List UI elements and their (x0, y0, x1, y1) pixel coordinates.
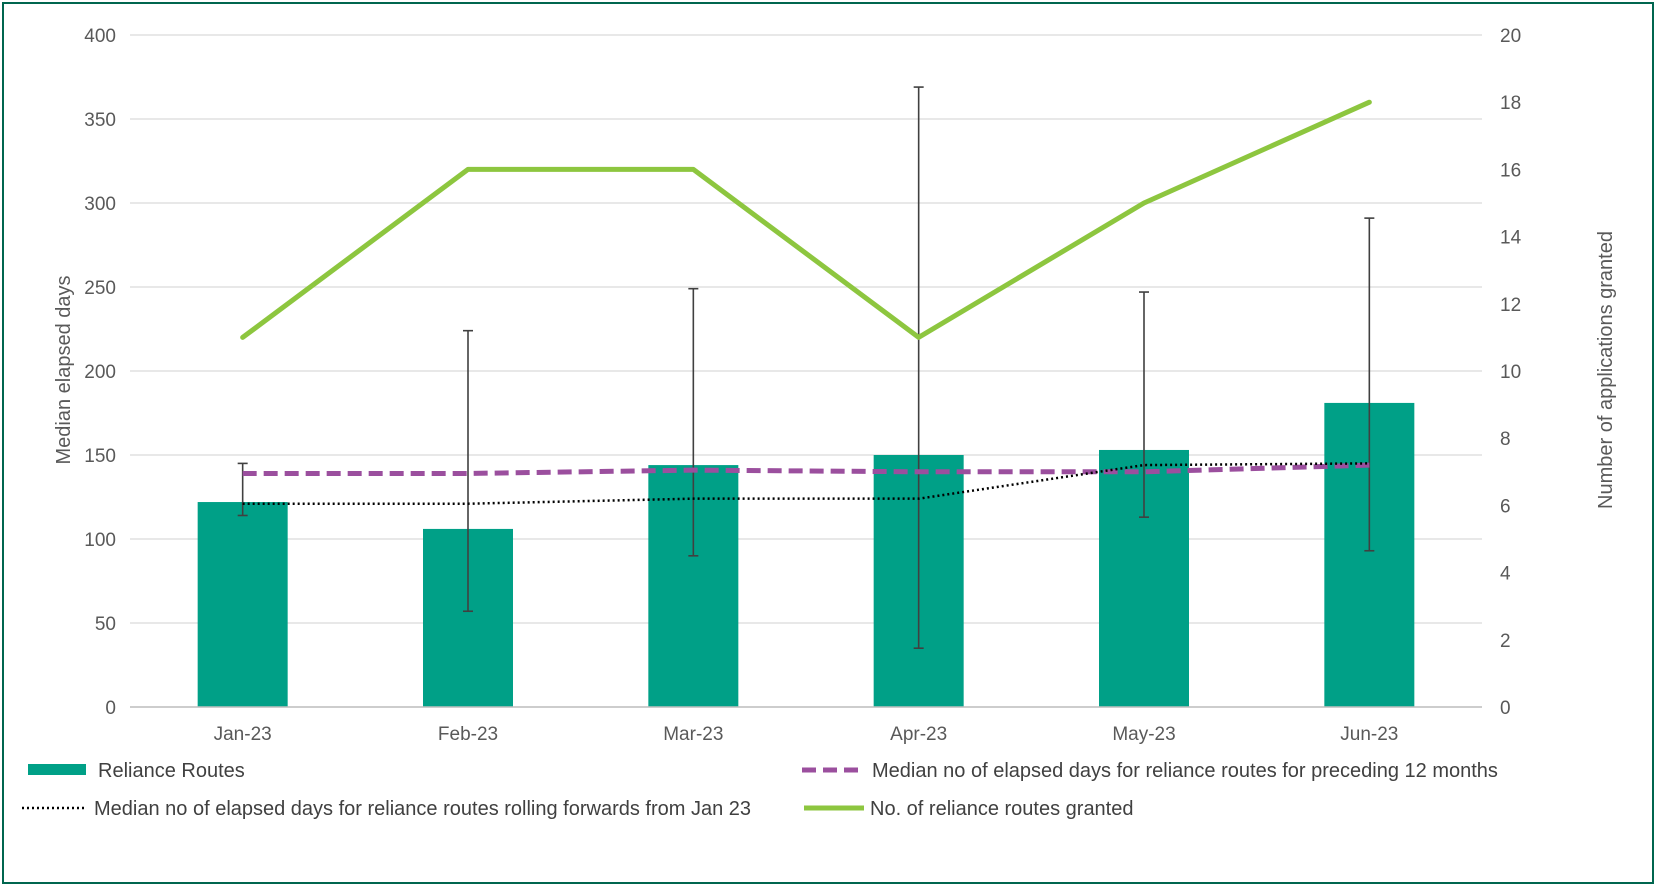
gridlines (130, 34, 1482, 708)
x-tick-label: Feb-23 (438, 724, 498, 745)
y-right-tick-label: 20 (1500, 26, 1521, 47)
x-tick-label: May-23 (1112, 724, 1175, 745)
x-tick-label: Apr-23 (890, 724, 947, 745)
legend-label-reliance-routes: Reliance Routes (98, 760, 245, 782)
x-tick-label: Mar-23 (663, 724, 723, 745)
legend-label-preceding-12-months: Median no of elapsed days for reliance r… (872, 760, 1498, 782)
x-tick-label: Jan-23 (214, 724, 272, 745)
y-right-tick-label: 10 (1500, 362, 1521, 383)
y-right-tick-label: 16 (1500, 160, 1521, 181)
axes: 0 50 100 150 200 250 300 350 400 0 2 4 6 8 10 12 14 16 18 2… (84, 26, 1521, 745)
y-right-tick-label: 2 (1500, 631, 1511, 652)
bar-series (197, 402, 1415, 707)
legend-label-rolling-forwards: Median no of elapsed days for reliance r… (94, 798, 751, 820)
legend-label-routes-granted: No. of reliance routes granted (870, 798, 1134, 820)
y-left-tick-label: 300 (84, 194, 116, 215)
y-right-tick-label: 14 (1500, 228, 1522, 249)
x-tick-label: Jun-23 (1340, 724, 1398, 745)
legend-swatch-bar (28, 764, 86, 775)
y-axis-left-title: Median elapsed days (53, 275, 75, 464)
legend-item-reliance-routes: Reliance Routes (28, 760, 245, 782)
y-left-tick-label: 200 (84, 362, 116, 383)
bar (197, 502, 288, 707)
y-left-tick-label: 350 (84, 110, 116, 131)
error-bars (237, 86, 1375, 650)
y-right-tick-label: 6 (1500, 496, 1511, 517)
y-left-tick-label: 100 (84, 530, 116, 551)
legend: Reliance Routes Median no of elapsed day… (22, 760, 1498, 820)
y-right-tick-label: 18 (1500, 93, 1521, 114)
y-left-tick-label: 50 (95, 614, 116, 635)
line-series-solid (240, 99, 1372, 340)
line-series-dotted (242, 462, 1370, 505)
legend-item-routes-granted: No. of reliance routes granted (804, 798, 1134, 820)
y-left-tick-label: 400 (84, 26, 116, 47)
combo-chart: 0 50 100 150 200 250 300 350 400 0 2 4 6 8 10 12 14 16 18 2… (22, 26, 1617, 820)
line-series-dashed (242, 462, 1370, 476)
y-left-tick-label: 150 (84, 446, 116, 467)
y-left-tick-label: 250 (84, 278, 116, 299)
y-left-tick-label: 0 (105, 698, 116, 719)
y-right-tick-label: 0 (1500, 698, 1511, 719)
y-right-tick-label: 12 (1500, 295, 1521, 316)
legend-item-preceding-12-months: Median no of elapsed days for reliance r… (802, 760, 1498, 782)
legend-item-rolling-forwards: Median no of elapsed days for reliance r… (22, 798, 751, 820)
y-right-tick-label: 4 (1500, 564, 1511, 585)
y-axis-right-title: Number of applications granted (1595, 231, 1617, 509)
y-right-tick-label: 8 (1500, 429, 1511, 450)
line-series (240, 99, 1372, 505)
